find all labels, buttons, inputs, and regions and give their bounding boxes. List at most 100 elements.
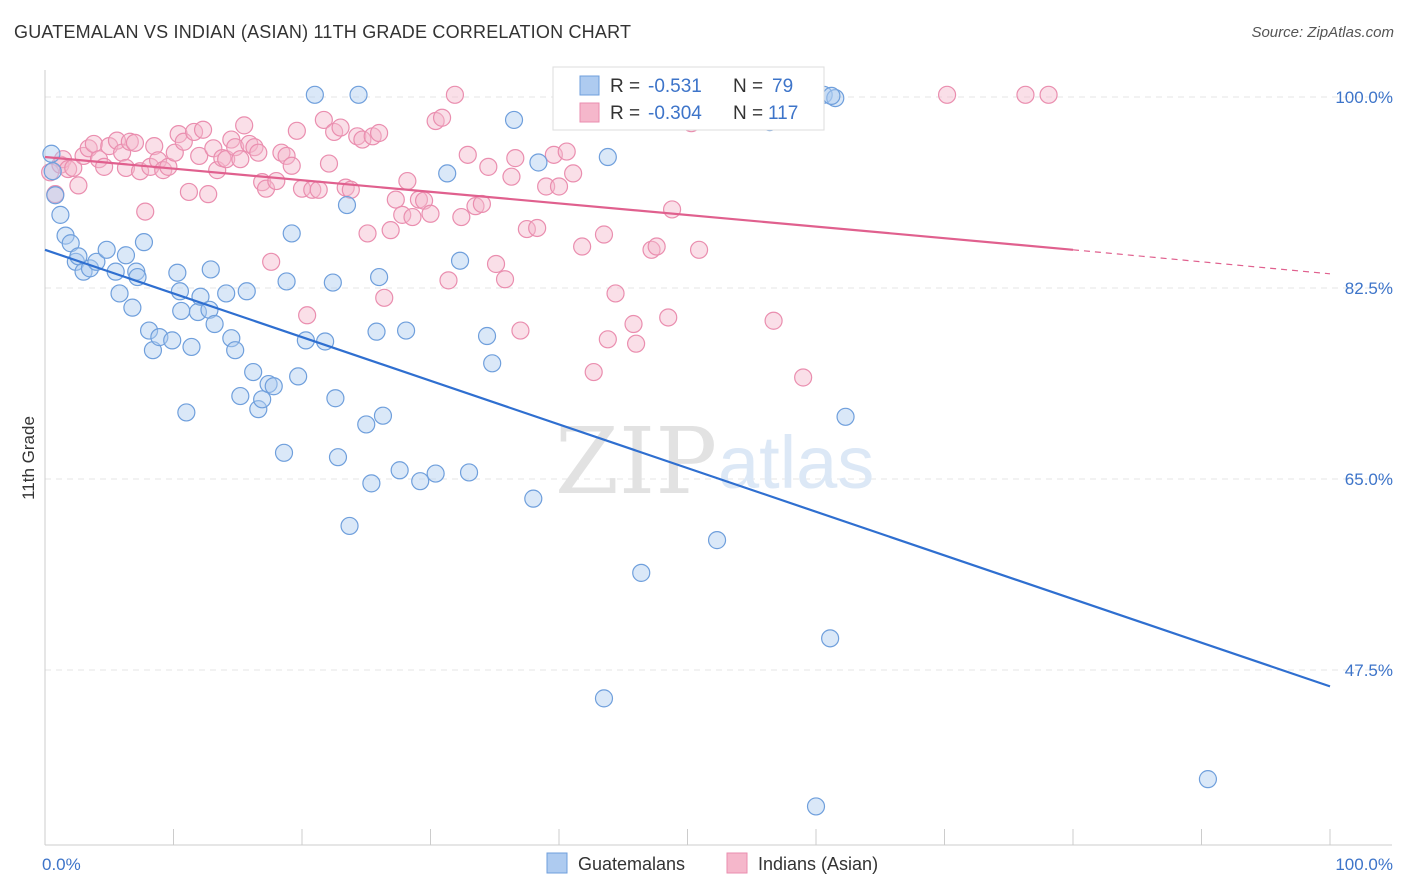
- guatemalan-point: [806, 797, 826, 816]
- indian-point: [282, 156, 301, 175]
- indian-point: [564, 164, 583, 183]
- guatemalan-point: [426, 464, 445, 483]
- indian-point: [226, 138, 245, 157]
- guatemalan-point: [822, 86, 841, 106]
- indian-point: [267, 171, 286, 191]
- guatemalan-point: [1198, 770, 1218, 789]
- y-tick-label: 82.5%: [1345, 279, 1393, 298]
- guatemalan-point: [46, 186, 65, 205]
- indian-point: [557, 142, 576, 161]
- indian-point: [314, 110, 333, 130]
- indian-point: [199, 185, 218, 204]
- indian-point: [598, 330, 617, 349]
- legend-swatch-indians: [579, 102, 600, 123]
- guatemalan-point: [134, 233, 154, 252]
- indian-point: [69, 176, 88, 195]
- guatemalan-point: [707, 531, 727, 550]
- guatemalan-point: [483, 354, 502, 373]
- indian-points: [41, 85, 1058, 387]
- indian-point: [486, 254, 506, 274]
- guatemalan-point: [110, 284, 129, 303]
- indian-point: [375, 288, 394, 307]
- indian-point: [249, 143, 268, 162]
- indian-point: [479, 157, 498, 176]
- watermark-zip: ZIP: [555, 408, 717, 515]
- legend-n-label: N =: [733, 103, 763, 124]
- guatemalan-point: [289, 367, 308, 386]
- indian-point: [624, 314, 643, 334]
- indian-point: [495, 270, 515, 289]
- indian-point: [145, 137, 164, 156]
- guatemalan-point: [116, 246, 136, 265]
- indian-point: [403, 207, 422, 227]
- indian-point: [148, 151, 168, 170]
- guatemalan-point: [51, 205, 70, 224]
- indian-point: [154, 161, 173, 180]
- guatemalan-point: [237, 282, 256, 301]
- indian-point: [272, 143, 291, 162]
- guatemalan-point: [170, 282, 190, 301]
- indian-point: [506, 149, 525, 168]
- guatemalan-point: [163, 331, 182, 350]
- guatemalan-point: [337, 195, 357, 215]
- legend-n-label: N =: [733, 76, 763, 97]
- indian-point: [398, 171, 417, 191]
- indian-point: [689, 240, 709, 259]
- guatemalan-point: [139, 321, 159, 340]
- y-tick-label: 65.0%: [1345, 470, 1393, 489]
- legend-r-value: -0.531: [648, 76, 702, 97]
- guatemalan-point: [205, 314, 224, 334]
- guatemalan-point: [305, 85, 324, 104]
- indian-point: [528, 218, 547, 238]
- y-tick-labels: 47.5% 65.0% 82.5% 100.0%: [1335, 88, 1393, 680]
- indian-point: [319, 154, 339, 173]
- indian-point: [662, 200, 682, 219]
- indian-point: [642, 240, 661, 259]
- guatemalan-point: [524, 489, 543, 508]
- guatemalan-point: [373, 406, 393, 425]
- indian-point: [193, 120, 213, 139]
- stats-legend: R = -0.531 N = 79 R = -0.304 N = 117: [552, 66, 825, 131]
- guatemalan-point: [529, 153, 548, 172]
- series-legend-swatch-guatemalans: [546, 852, 568, 874]
- legend-r-label: R =: [610, 76, 640, 97]
- guatemalan-point: [411, 472, 430, 491]
- indian-point: [277, 146, 296, 166]
- indian-point: [348, 127, 367, 146]
- indian-point: [511, 321, 530, 340]
- guatemalan-point: [264, 377, 283, 396]
- guatemalan-point: [217, 284, 236, 303]
- guatemalan-point: [459, 463, 479, 482]
- indian-point: [309, 180, 328, 199]
- indian-point: [606, 284, 625, 303]
- indian-point: [381, 221, 400, 240]
- indian-trend-line: [44, 155, 1074, 251]
- guatemalan-point: [323, 273, 342, 292]
- guatemalan-point: [226, 341, 245, 360]
- indian-point: [331, 118, 350, 137]
- indian-point: [937, 85, 957, 104]
- indian-point: [298, 306, 317, 325]
- guatemalan-point: [42, 144, 61, 163]
- indian-point: [231, 150, 250, 169]
- indian-point: [502, 167, 521, 186]
- watermark: ZIP atlas: [555, 408, 874, 515]
- indian-point: [370, 123, 389, 143]
- axes: [44, 70, 1392, 846]
- indian-trend-extension: [1072, 249, 1331, 275]
- y-tick-label: 100.0%: [1335, 88, 1393, 107]
- indian-point: [573, 237, 592, 256]
- indian-point: [594, 225, 614, 244]
- series-legend: Guatemalans Indians (Asian): [546, 852, 878, 874]
- guatemalan-point: [128, 267, 147, 287]
- guatemalan-point: [438, 164, 457, 183]
- legend-r-label: R =: [610, 103, 640, 124]
- indian-point: [794, 368, 813, 387]
- legend-n-value: 117: [768, 103, 798, 124]
- guatemalan-point: [249, 400, 268, 419]
- guatemalan-point: [349, 85, 368, 104]
- indian-point: [125, 133, 145, 152]
- indian-point: [445, 85, 465, 104]
- x-tick-label: 100.0%: [1335, 855, 1393, 874]
- indian-point: [439, 271, 458, 290]
